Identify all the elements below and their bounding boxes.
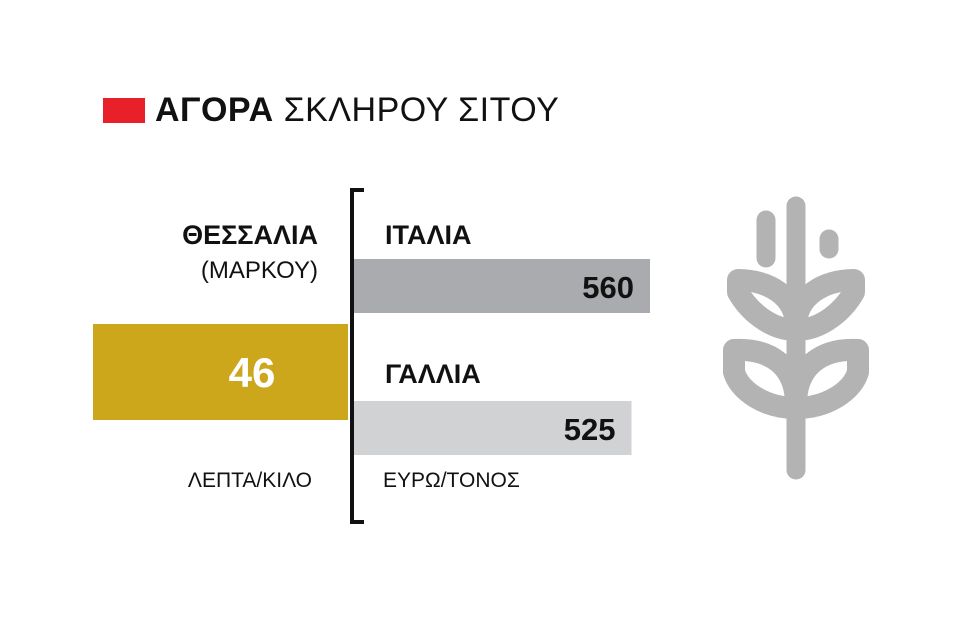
bar-gallia xyxy=(354,401,632,455)
category-label-italia: ΙΤΑΛΙΑ xyxy=(385,220,472,250)
unit-label-right: ΕΥΡΩ/ΤΟΝΟΣ xyxy=(383,469,520,492)
region-label-thessalia: ΘΕΣΣΑΛΙΑ xyxy=(182,220,318,250)
unit-label-left: ΛΕΠΤΑ/ΚΙΛΟ xyxy=(188,469,312,492)
subregion-label: (ΜΑΡΚΟΥ) xyxy=(201,257,318,284)
title-bold: ΑΓΟΡΑ xyxy=(155,91,274,129)
value-label-thessalia: 46 xyxy=(229,349,276,396)
value-label-gallia: 525 xyxy=(564,412,616,447)
title-swatch xyxy=(103,98,145,123)
category-label-gallia: ΓΑΛΛΙΑ xyxy=(385,359,481,389)
bar-thessalia xyxy=(93,324,348,420)
bar-italia xyxy=(354,259,650,313)
chart-title: ΑΓΟΡΑ ΣΚΛΗΡΟΥ ΣΙΤΟΥ xyxy=(155,88,559,132)
wheat-icon xyxy=(723,196,869,480)
title-light: ΣΚΛΗΡΟΥ ΣΙΤΟΥ xyxy=(283,91,560,129)
value-label-italia: 560 xyxy=(582,270,634,305)
divider-bracket xyxy=(350,188,364,524)
